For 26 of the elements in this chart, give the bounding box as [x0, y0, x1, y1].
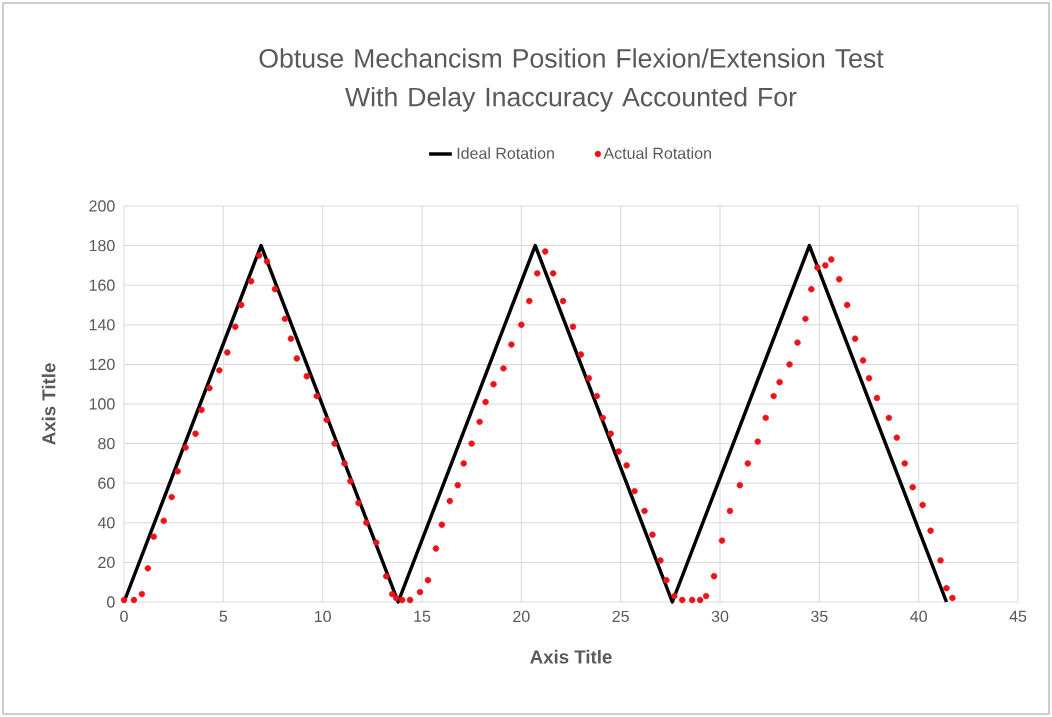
y-tick-label: 200	[89, 200, 115, 212]
x-tick-label: 45	[1009, 610, 1027, 622]
x-tick-label: 20	[513, 610, 530, 623]
x-tick-label: 30	[711, 610, 729, 623]
x-tick-label: 0	[120, 610, 128, 623]
y-tick-label: 80	[98, 437, 115, 450]
x-tick-label: 35	[811, 610, 828, 623]
x-tick-label: 10	[314, 610, 331, 623]
y-tick-label: 120	[89, 358, 115, 371]
legend-label: Ideal Rotation	[457, 147, 554, 159]
x-tick-label: 5	[219, 610, 228, 622]
y-tick-label: 180	[89, 239, 115, 252]
y-tick-label: 0	[107, 596, 115, 608]
y-tick-label: 140	[89, 319, 115, 331]
y-tick-label: 60	[98, 477, 115, 489]
x-tick-label: 15	[414, 610, 431, 622]
y-tick-label: 100	[89, 398, 115, 410]
chart-title: Obtuse Mechancism Position Flexion/Extension Test With Delay Inaccuracy Accounted For	[259, 48, 884, 112]
x-tick-label: 25	[612, 610, 629, 623]
legend-label: Actual Rotation	[603, 147, 711, 159]
y-axis-title: Axis Title	[41, 363, 56, 445]
y-tick-label: 20	[98, 556, 115, 569]
y-tick-label: 40	[97, 517, 115, 529]
y-tick-label: 160	[89, 279, 115, 291]
x-tick-label: 40	[910, 610, 927, 623]
x-axis-title: Axis Title	[530, 649, 612, 664]
